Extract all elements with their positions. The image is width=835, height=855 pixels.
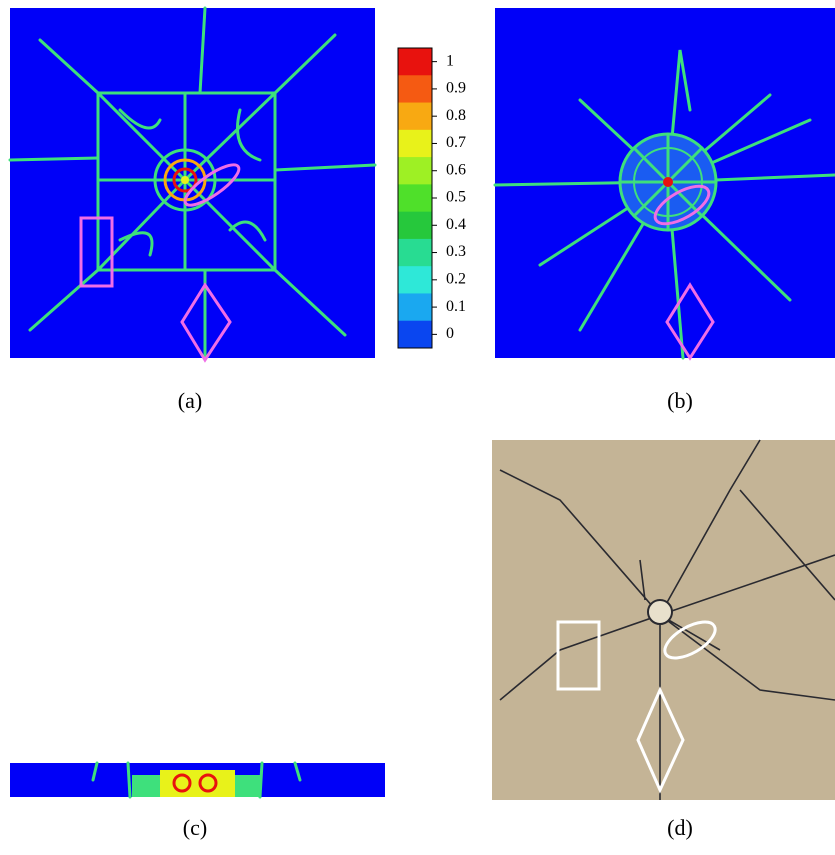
colorbar-band (398, 103, 432, 131)
colorbar-band (398, 130, 432, 158)
colorbar-tick-label: 0.6 (446, 161, 466, 178)
colorbar-band (398, 48, 432, 76)
colorbar-tick-label: 0.5 (446, 189, 466, 206)
panel-label: (c) (183, 815, 207, 840)
colorbar-tick-label: 0 (446, 325, 454, 342)
colorbar-band (398, 239, 432, 267)
colorbar-tick-label: 0.9 (446, 80, 466, 97)
panel-c-image (10, 763, 385, 797)
panel-label: (a) (178, 388, 202, 413)
colorbar-band (398, 293, 432, 321)
colorbar-band (398, 212, 432, 240)
colorbar-tick-label: 0.4 (446, 216, 466, 233)
colorbar-tick-label: 0.1 (446, 298, 466, 315)
colorbar-band (398, 157, 432, 185)
figure: 1 0.9 0.8 0.7 0.6 0.5 0.4 0.3 0.2 0.1 0 (a) (b) (c… (0, 0, 835, 850)
colorbar-tick-label: 0.3 (446, 243, 466, 260)
colorbar: 1 0.9 0.8 0.7 0.6 0.5 0.4 0.3 0.2 0.1 0 (398, 48, 466, 349)
panel-d-photo (492, 440, 835, 800)
colorbar-band (398, 266, 432, 294)
colorbar-tick-label: 0.2 (446, 270, 466, 287)
colorbar-band (398, 75, 432, 103)
colorbar-tick-label: 0.8 (446, 107, 466, 124)
colorbar-tick-label: 0.7 (446, 134, 466, 151)
colorbar-band (398, 184, 432, 212)
panel-label: (d) (667, 815, 693, 840)
panel-label: (b) (667, 388, 693, 413)
panel-a-image (10, 8, 375, 360)
colorbar-tick-label: 1 (446, 52, 454, 69)
panel-b-image (495, 8, 835, 358)
colorbar-band (398, 321, 432, 349)
